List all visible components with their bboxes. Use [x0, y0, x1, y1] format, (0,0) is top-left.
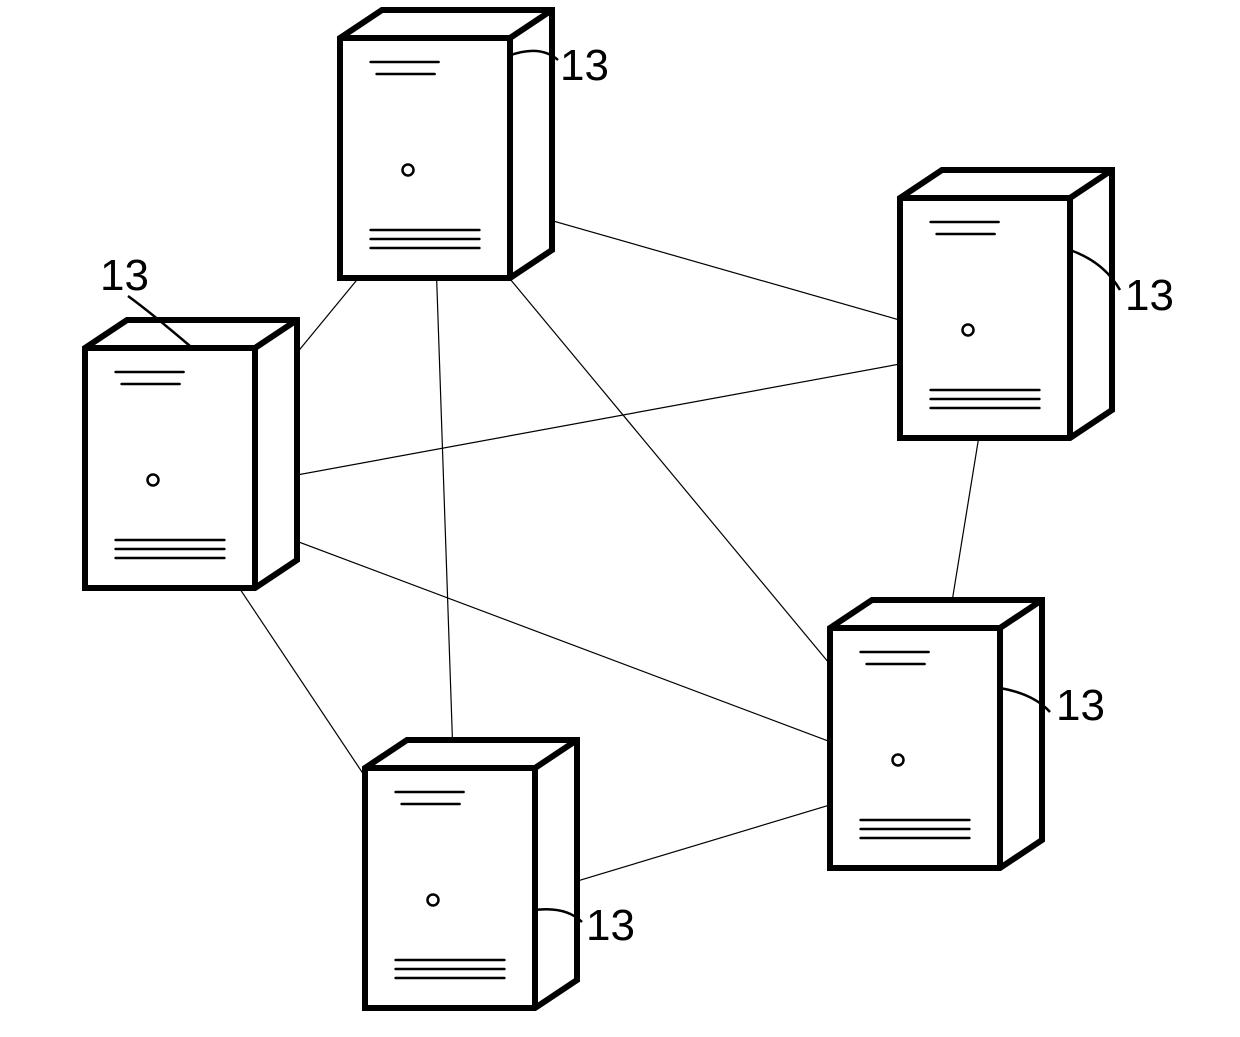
node-label-bottom: 13 — [586, 901, 635, 950]
edge-right-left — [179, 347, 994, 497]
server-node-top — [340, 10, 552, 278]
nodes-layer — [85, 10, 1112, 1008]
node-label-top: 13 — [560, 41, 609, 90]
node-label-bottomright: 13 — [1056, 681, 1105, 730]
node-label-right: 13 — [1125, 271, 1174, 320]
network-diagram: 13 13 13 13 13 — [0, 0, 1240, 1037]
server-node-left — [85, 320, 297, 588]
server-node-bottom — [365, 740, 577, 1008]
node-label-left: 13 — [100, 251, 149, 300]
server-node-right — [900, 170, 1112, 438]
server-node-bottomright — [830, 600, 1042, 868]
